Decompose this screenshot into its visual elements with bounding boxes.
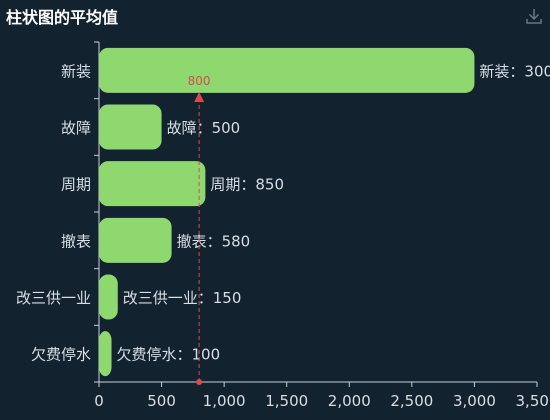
chart-title: 柱状图的平均值 [6, 8, 119, 27]
markline-label: 800 [188, 74, 211, 88]
data-label: 故障：500 [167, 119, 241, 137]
bar-4 [99, 274, 118, 320]
data-label: 欠费停水：100 [117, 346, 221, 364]
x-tick-label: 1,500 [265, 392, 308, 410]
bar-2 [99, 161, 206, 207]
markline-start-dot [196, 379, 203, 385]
data-label: 撤表：580 [177, 232, 251, 250]
bar-3 [99, 217, 172, 263]
data-label: 新装：3000 [479, 62, 550, 80]
markline-arrow [194, 92, 205, 102]
x-tick-label: 3,000 [453, 392, 496, 410]
x-tick-label: 500 [147, 392, 176, 410]
data-label: 改三供一业：150 [123, 289, 242, 307]
category-label: 改三供一业 [16, 289, 91, 307]
bar-5 [99, 331, 112, 377]
category-label: 周期 [61, 176, 91, 194]
category-label: 欠费停水 [31, 346, 91, 364]
x-tick-label: 2,000 [328, 392, 371, 410]
x-tick-label: 1,000 [203, 392, 246, 410]
bar-1 [99, 104, 162, 150]
x-tick-label: 3,500 [516, 392, 550, 410]
category-label: 故障 [61, 119, 91, 137]
data-label: 周期：850 [210, 176, 284, 194]
category-label: 新装 [61, 62, 91, 80]
download-icon[interactable] [524, 6, 544, 26]
x-tick-label: 0 [94, 392, 104, 410]
x-tick-label: 2,500 [390, 392, 433, 410]
bar-0 [99, 47, 475, 93]
category-label: 撤表 [61, 232, 91, 250]
